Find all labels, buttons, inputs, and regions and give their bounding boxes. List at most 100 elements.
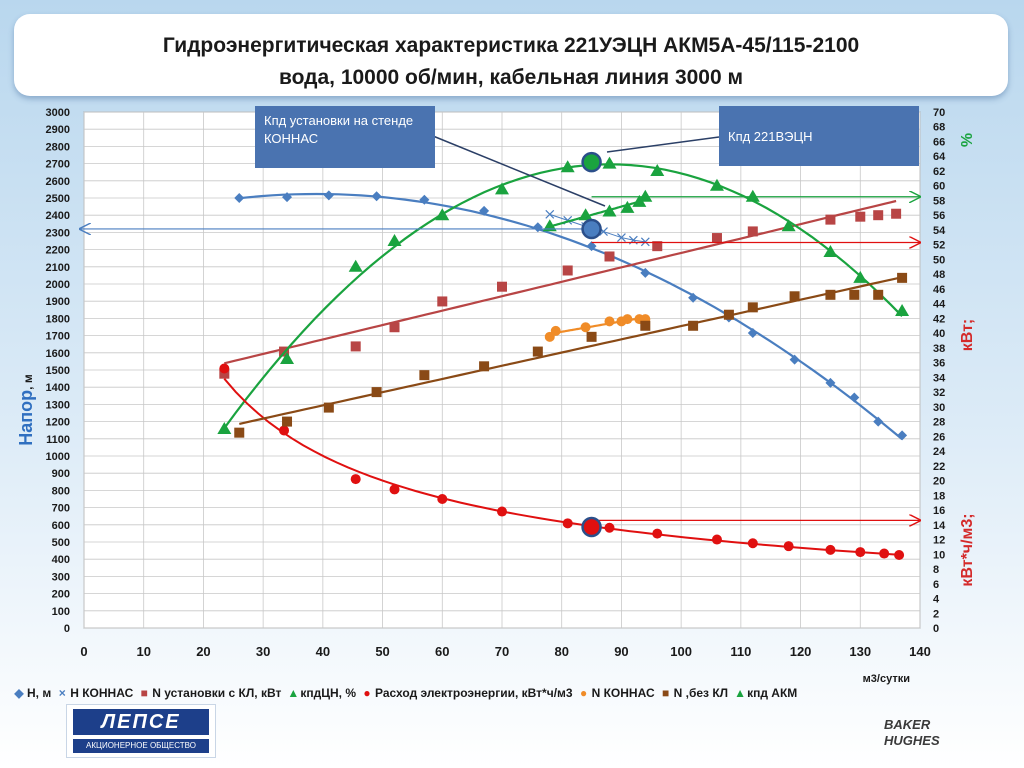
data-point-circle xyxy=(894,550,905,561)
x-tick-label: 0 xyxy=(80,644,87,659)
data-point-square xyxy=(604,251,615,262)
y-left-tick-label: 700 xyxy=(52,503,70,515)
data-point-triangle xyxy=(387,234,402,246)
operating-point-highlight xyxy=(581,151,602,173)
x-tick-label: 90 xyxy=(614,644,628,659)
x-tick-label: 10 xyxy=(136,644,150,659)
data-point-triangle xyxy=(435,208,450,221)
data-point-circle xyxy=(219,363,230,374)
data-point-circle xyxy=(350,474,361,485)
data-point-square xyxy=(371,387,382,398)
data-point-triangle xyxy=(217,421,232,434)
data-point-square xyxy=(586,331,597,342)
y-right-tick-label: 54 xyxy=(933,225,946,237)
x-tick-label: 30 xyxy=(256,644,270,659)
y-left-tick-label: 2400 xyxy=(46,210,70,222)
y-left-tick-label: 1700 xyxy=(46,331,70,343)
data-point-diamond xyxy=(532,222,543,233)
legend-item-label: Расход электроэнергии, кВт*ч/м3 xyxy=(374,686,573,700)
data-point-square xyxy=(562,265,573,276)
circle-icon: ● xyxy=(363,686,371,700)
legend-item: ▲кпдЦН, % xyxy=(287,686,356,700)
y-right-tick-label: 66 xyxy=(933,136,945,148)
y-right-tick-label: 70 xyxy=(933,107,945,119)
data-point-square xyxy=(497,281,507,292)
data-point-triangle xyxy=(650,163,665,176)
data-point-circle xyxy=(562,518,573,529)
data-point-triangle xyxy=(781,219,796,232)
legend-item-label: Н, м xyxy=(27,686,52,700)
data-point-square xyxy=(849,289,860,300)
y-right-tick-label: 12 xyxy=(933,535,945,547)
legend-item: × Н КОННАС xyxy=(57,686,134,700)
data-point-diamond xyxy=(747,328,758,339)
y-left-tick-label: 400 xyxy=(52,554,70,566)
x-tick-label: 70 xyxy=(495,644,509,659)
data-point-circle xyxy=(879,548,890,559)
y-right-tick-label: 18 xyxy=(933,490,945,502)
callout-konnas-efficiency: Кпд установки на стенде КОННАС xyxy=(255,106,435,168)
baker-hughes-logo: BAKER HUGHES xyxy=(884,712,976,758)
data-point-diamond xyxy=(419,194,430,205)
data-point-diamond xyxy=(479,205,490,216)
y-right-tick-label: 14 xyxy=(933,520,946,532)
y-left-tick-label: 2600 xyxy=(46,176,70,188)
y-left-tick-label: 2700 xyxy=(46,159,70,171)
data-point-circle xyxy=(437,494,448,504)
data-point-square xyxy=(437,296,448,307)
y-left-axis-label-unit: , м xyxy=(21,374,35,390)
legend-item-label: кпдЦН, % xyxy=(300,686,356,700)
legend-item-label: N установки с КЛ, кВт xyxy=(152,686,282,700)
data-point-diamond xyxy=(640,267,651,278)
y-left-tick-label: 1600 xyxy=(46,348,70,360)
y-right-tick-label: 58 xyxy=(933,195,945,207)
y-left-tick-label: 1800 xyxy=(46,313,70,325)
data-point-triangle xyxy=(745,189,760,202)
data-point-cross xyxy=(640,237,650,247)
data-point-triangle xyxy=(542,219,557,232)
data-point-cross xyxy=(545,209,555,219)
data-point-circle xyxy=(747,538,758,549)
legend-item: ■ N ,без КЛ xyxy=(661,686,728,700)
data-point-diamond xyxy=(825,377,836,388)
data-point-diamond xyxy=(586,241,597,252)
baker-logo-line1: BAKER xyxy=(884,717,931,732)
data-point-cross xyxy=(617,233,626,242)
data-point-triangle xyxy=(602,156,617,169)
cross-icon: × xyxy=(58,686,66,700)
y-right-tick-label: 10 xyxy=(933,549,945,561)
y-right-tick-label: 32 xyxy=(933,387,945,399)
y-left-axis-label-main: Напор xyxy=(16,390,36,446)
data-point-triangle xyxy=(620,200,635,213)
y-right-tick-label: 44 xyxy=(933,299,946,311)
y-right-tick-label: 46 xyxy=(933,284,945,296)
data-point-square xyxy=(350,341,361,352)
x-tick-label: 130 xyxy=(849,644,871,659)
lepse-logo-mark: ЛЕПСЕ xyxy=(73,709,209,735)
y-left-tick-label: 3000 xyxy=(46,107,70,119)
y-right-tick-label: 26 xyxy=(933,431,945,443)
y-left-tick-label: 1900 xyxy=(46,296,70,308)
title-box: Гидроэнергитическая характеристика 221УЭ… xyxy=(14,14,1008,96)
data-point-square xyxy=(323,402,334,413)
data-point-diamond xyxy=(789,354,800,365)
data-point-circle xyxy=(279,425,290,436)
data-point-diamond xyxy=(282,192,293,203)
data-point-circle xyxy=(825,544,836,555)
y-left-tick-label: 2000 xyxy=(46,279,70,291)
y-right-tick-label: 48 xyxy=(933,269,945,281)
series-trend-line xyxy=(239,276,903,425)
data-point-square xyxy=(419,370,430,381)
data-point-triangle xyxy=(853,270,868,283)
data-point-circle xyxy=(580,322,591,333)
y-left-tick-label: 1000 xyxy=(46,451,70,463)
x-tick-label: 80 xyxy=(554,644,568,659)
data-point-diamond xyxy=(849,392,860,403)
y-right-tick-label: 52 xyxy=(933,240,945,252)
data-point-square xyxy=(234,427,245,438)
chart-title-line1: Гидроэнергитическая характеристика 221УЭ… xyxy=(162,34,860,57)
data-point-square xyxy=(825,289,836,300)
square-icon: ■ xyxy=(662,686,670,700)
data-point-square xyxy=(688,320,699,331)
data-point-diamond xyxy=(873,416,884,427)
